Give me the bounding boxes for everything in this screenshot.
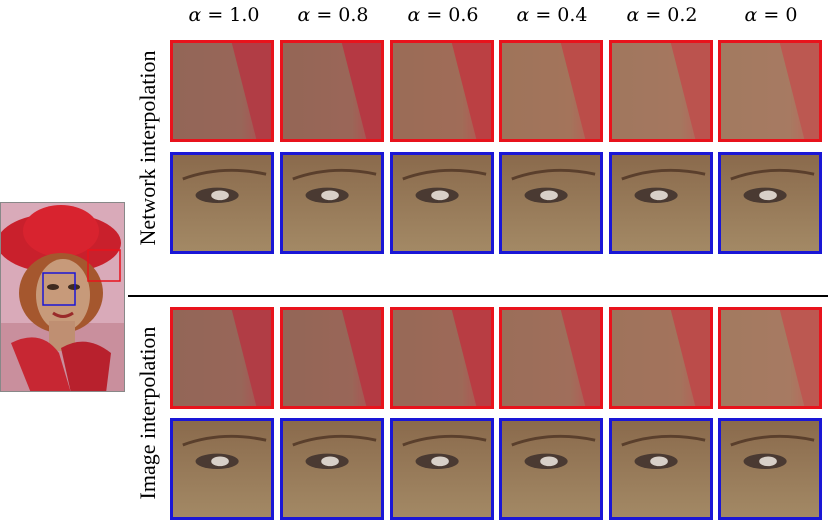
alpha-symbol: α [297, 4, 311, 26]
img-red-crop-1 [170, 307, 274, 409]
alpha-header-2: α = 0.8 [280, 4, 386, 26]
alpha-value: = 1.0 [207, 4, 260, 26]
alpha-value: = 0.4 [535, 4, 588, 26]
alpha-header-1: α = 1.0 [171, 4, 277, 26]
img-blue-crop-4 [499, 418, 603, 520]
alpha-value: = 0.2 [645, 4, 698, 26]
alpha-symbol: α [516, 4, 530, 26]
img-blue-crop-5 [609, 418, 713, 520]
net-blue-crop-5 [609, 152, 713, 254]
img-red-crop-6 [718, 307, 822, 409]
net-blue-crop-2 [280, 152, 384, 254]
alpha-value: = 0.8 [316, 4, 369, 26]
alpha-value: = 0 [763, 4, 798, 26]
img-blue-crop-2 [280, 418, 384, 520]
net-red-crop-4 [499, 40, 603, 142]
alpha-symbol: α [188, 4, 202, 26]
portrait-illustration [1, 203, 124, 391]
alpha-header-4: α = 0.4 [499, 4, 605, 26]
section-divider [128, 295, 828, 297]
img-blue-crop-6 [718, 418, 822, 520]
alpha-header-5: α = 0.2 [609, 4, 715, 26]
net-blue-crop-3 [390, 152, 494, 254]
net-blue-crop-1 [170, 152, 274, 254]
img-red-crop-2 [280, 307, 384, 409]
alpha-symbol: α [626, 4, 640, 26]
source-portrait-image [0, 202, 125, 392]
row-label-network-interpolation: Network interpolation [135, 50, 160, 246]
alpha-header-6: α = 0 [718, 4, 824, 26]
img-blue-crop-1 [170, 418, 274, 520]
img-red-crop-3 [390, 307, 494, 409]
row-label-image-interpolation: Image interpolation [135, 326, 160, 500]
img-red-crop-4 [499, 307, 603, 409]
net-red-crop-3 [390, 40, 494, 142]
net-red-crop-1 [170, 40, 274, 142]
img-blue-crop-3 [390, 418, 494, 520]
net-blue-crop-4 [499, 152, 603, 254]
alpha-symbol: α [407, 4, 421, 26]
img-red-crop-5 [609, 307, 713, 409]
alpha-header-3: α = 0.6 [390, 4, 496, 26]
alpha-value: = 0.6 [426, 4, 479, 26]
net-red-crop-2 [280, 40, 384, 142]
net-blue-crop-6 [718, 152, 822, 254]
alpha-symbol: α [744, 4, 758, 26]
net-red-crop-6 [718, 40, 822, 142]
net-red-crop-5 [609, 40, 713, 142]
